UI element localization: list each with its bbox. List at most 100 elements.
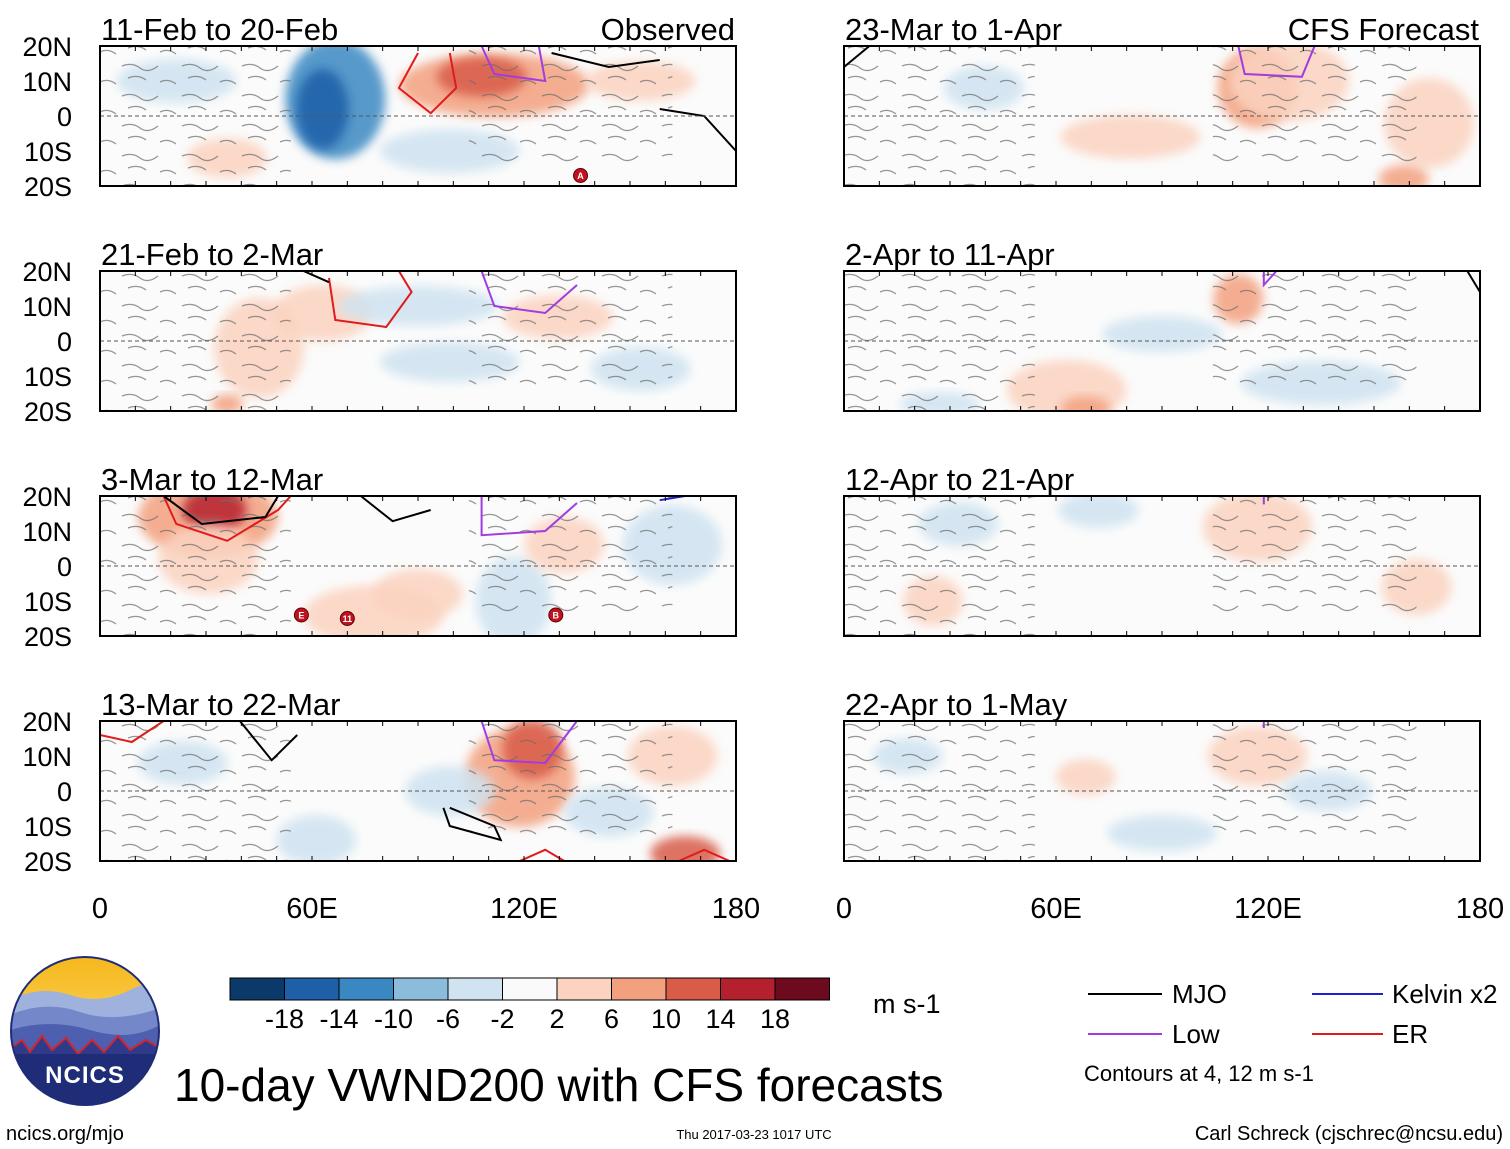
contour-mjo [163,496,279,526]
contour-er [397,52,458,115]
colorbar-tick-label: 10 [651,1004,681,1034]
anomaly-shading [373,569,463,619]
anomaly-shading [1107,815,1217,851]
colorbar-box [611,977,667,1001]
y-tick-label: 10S [24,137,72,167]
panel-title: 11-Feb to 20-Feb [101,12,338,47]
footer-url: ncics.org/mjo [6,1123,124,1145]
legend-label-mjo: MJO [1172,979,1227,1009]
y-tick-label: 20N [22,482,72,512]
colorbar-box [774,977,830,1001]
map-panel: 22-Apr to 1-May [843,687,1481,862]
x-tick-label: 0 [836,893,852,925]
figure-title: 10-day VWND200 with CFS forecasts [174,1059,944,1111]
y-tick-label: 20S [24,847,72,877]
contour-low [1262,271,1278,288]
contour-er [100,721,165,744]
colorbar-tick-label: 6 [604,1004,619,1034]
storm-marker: A [573,168,589,183]
storm-icon [548,607,564,623]
y-tick-label: 20N [22,32,72,62]
x-tick-label: 120E [490,893,558,925]
colorbar-tick-label: 14 [705,1004,735,1034]
y-tick-label: 20N [22,257,72,287]
anomaly-field [844,496,1452,636]
coastline [468,46,673,165]
anomaly-shading [296,69,349,149]
anomaly-shading [1060,396,1111,411]
coastline [1212,721,1417,840]
coastline [1212,46,1417,165]
logo-text: NCICS [45,1062,125,1089]
colorbar-box [502,977,558,1001]
contour-er [519,848,565,861]
anomaly-shading [1378,165,1429,186]
storm-label: 11 [343,614,353,624]
contour-mjo [303,271,330,284]
storm-label: B [553,611,560,621]
storm-marker: 11 [339,611,355,626]
contour-mjo [360,496,431,523]
coastline [1212,271,1417,390]
contour-low [480,496,578,537]
x-tick-label: 0 [92,893,108,925]
anomaly-shading [1102,316,1222,352]
panel-title: 13-Mar to 22-Mar [101,687,340,722]
x-tick-label: 180 [712,893,760,925]
anomaly-field [844,46,1475,186]
contour-low [480,46,547,83]
y-tick-label: 0 [57,327,72,357]
contour-note: Contours at 4, 12 m s-1 [1084,1061,1314,1086]
panel-title: 2-Apr to 11-Apr [845,237,1055,272]
contour-low [480,721,578,765]
y-tick-label: 20S [24,172,72,202]
anomaly-shading [338,286,498,326]
colorbar-box [720,977,776,1001]
y-tick-label: 10N [22,292,72,322]
y-tick-label: 10N [22,742,72,772]
colorbar-box [284,977,340,1001]
colorbar-tick-label: -18 [265,1004,304,1034]
contour-low [480,271,578,315]
contour-mjo [551,52,660,69]
y-tick-label: 10N [22,517,72,547]
panel-title: 23-Mar to 1-Apr [845,12,1062,47]
y-tick-label: 20N [22,707,72,737]
ncics-logo: NCICS [10,956,160,1106]
coastline [1212,496,1417,615]
contour-mjo [844,46,871,68]
x-tick-label: 60E [286,893,338,925]
colorbar-box [665,977,721,1001]
colorbar-box [229,977,285,1001]
panel-title: 22-Apr to 1-May [845,687,1068,722]
storm-label: A [577,171,584,181]
y-tick-label: 10S [24,362,72,392]
contour-mjo [239,721,298,762]
storm-marker: B [548,607,564,623]
anomaly-shading [1058,496,1139,528]
anomaly-field [100,271,691,411]
x-tick-label: 120E [1234,893,1302,925]
anomaly-field [844,721,1417,861]
colorbar-tick-label: -14 [319,1004,358,1034]
y-tick-label: 20S [24,622,72,652]
coastline [468,271,673,390]
footer-timestamp: Thu 2017-03-23 1017 UTC [676,1127,831,1142]
storm-icon [339,611,355,626]
map-panel: 20N 10N 0 10S 20S 21-Feb to 2-Mar [22,237,737,427]
colorbar-tick-label: 18 [760,1004,790,1034]
colorbar-units: m s-1 [873,989,941,1019]
column-header: CFS Forecast [1288,12,1480,47]
legend-label-kelvin: Kelvin x2 [1392,979,1498,1009]
colorbar: -18 -14 -10 -6 -2 2 6 10 14 18 m s-1 [229,977,941,1034]
map-panel: 20N 10N 0 10S 20S 11-Feb to 20-Feb Observed [22,12,737,202]
panel-title: 3-Mar to 12-Mar [101,462,323,497]
map-panel: 20N 10N 0 10S 20S 3-Mar to 12-Mar [22,462,737,652]
contour-er [162,496,292,542]
anomaly-shading [1060,115,1201,159]
x-tick-label: 60E [1030,893,1082,925]
footer-credit: Carl Schreck (cjschrec@ncsu.edu) [1195,1123,1503,1145]
colorbar-tick-label: 2 [549,1004,564,1034]
anomaly-field [844,271,1480,411]
